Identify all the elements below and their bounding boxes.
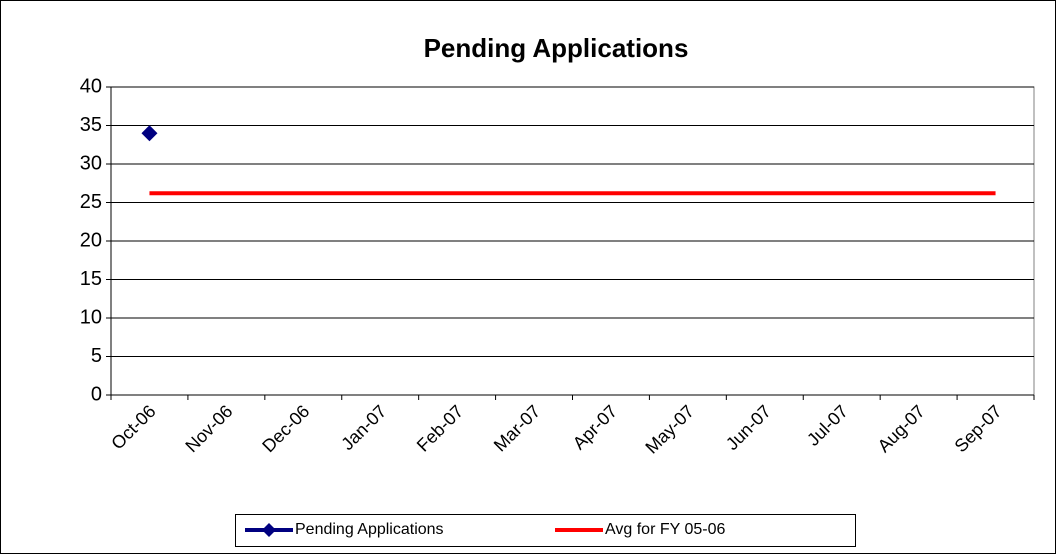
y-tick-label: 35: [80, 114, 102, 136]
y-tick-label: 10: [80, 306, 102, 328]
y-tick-label: 15: [80, 268, 102, 290]
y-tick-label: 0: [91, 383, 102, 405]
y-tick-label: 20: [80, 229, 102, 251]
y-tick-label: 40: [80, 75, 102, 97]
legend-label: Pending Applications: [295, 521, 444, 538]
chart-title: Pending Applications: [424, 33, 689, 63]
marker: [141, 125, 158, 142]
legend-marker: [262, 523, 276, 537]
y-tick-label: 30: [80, 152, 102, 174]
legend: [235, 514, 856, 547]
y-tick-label: 5: [91, 345, 102, 367]
y-tick-label: 25: [80, 191, 102, 213]
legend-label: Avg for FY 05-06: [605, 521, 725, 538]
